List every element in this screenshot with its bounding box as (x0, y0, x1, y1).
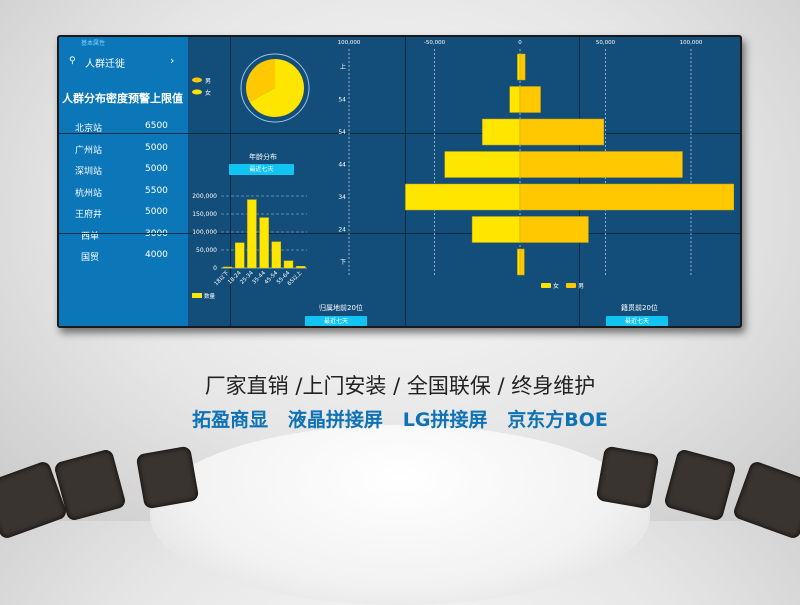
y-tick-label: 下 (340, 259, 346, 266)
female-bar (471, 216, 521, 243)
station-name: 西单 (81, 231, 100, 242)
age-range-button[interactable]: 最近七天 (229, 164, 294, 175)
nav-title: 人群迁徙 (85, 59, 125, 70)
age-bar (222, 266, 233, 269)
y-tick-label: 34 (338, 194, 346, 201)
y-tick-label: 24 (338, 227, 346, 234)
y-tick-label: 54 (338, 129, 346, 136)
female-bar (405, 183, 521, 211)
y-tick-label: 150,000 (192, 211, 217, 218)
male-bar (519, 53, 526, 81)
nav-crowd-migration[interactable]: ⚲ 人群迁徙 › (67, 54, 182, 70)
age-bar (283, 260, 294, 269)
station-row: 深圳站 5000 (59, 164, 188, 178)
slogan-line-2: 拓盈商显 液晶拼接屏 LG拼接屏 京东方BOE (192, 409, 608, 431)
station-threshold: 5000 (145, 207, 168, 217)
male-bar (519, 151, 683, 178)
bottom-left-button[interactable]: 最近七天 (305, 316, 367, 326)
station-threshold: 4000 (145, 250, 168, 260)
age-chart-title: 年龄分布 (249, 153, 277, 161)
male-bar (519, 183, 734, 211)
legend-label: 男 (578, 283, 584, 290)
y-tick-label: 100,000 (192, 229, 217, 236)
legend-swatch (192, 89, 202, 95)
legend-label: 女 (553, 282, 559, 290)
y-tick-label: 50,000 (196, 247, 217, 254)
x-tick-label: 100,000 (680, 40, 703, 46)
male-bar (519, 216, 589, 243)
legend-swatch (192, 293, 202, 298)
pie-slice (246, 59, 275, 102)
y-tick-label: 44 (338, 162, 346, 169)
age-bar (296, 266, 306, 269)
male-bar (519, 248, 525, 276)
legend-label: 男 (205, 78, 211, 85)
station-threshold: 5000 (145, 164, 168, 174)
legend-label: 女 (205, 89, 211, 97)
station-name: 深圳站 (75, 167, 103, 177)
male-bar (519, 118, 605, 146)
x-tick-label: 100,000 (338, 40, 361, 46)
male-bar (519, 86, 541, 113)
legend-swatch (541, 283, 551, 288)
bottom-right-title: 籍贯前20位 (621, 304, 658, 312)
x-tick-label: -50,000 (424, 40, 446, 46)
age-bar (259, 217, 269, 269)
video-wall-screen: 基本属性 ⚲ 人群迁徙 › 人群分布密度预警上限值 北京站 6500 广州站 5000… (57, 35, 742, 328)
station-name: 国贸 (81, 253, 100, 263)
slogan-line-1: 厂家直销 /上门安装 / 全国联保 / 终身维护 (204, 374, 596, 398)
female-bar (509, 86, 521, 113)
y-tick-label: 54 (338, 97, 346, 104)
age-bar (247, 199, 257, 269)
y-tick-label: 上 (340, 63, 346, 71)
panel-heading: 人群分布密度预警上限值 (62, 92, 183, 105)
y-tick-label: 0 (213, 265, 217, 272)
age-bar (234, 242, 245, 269)
station-row: 国贸 4000 (59, 250, 188, 264)
female-bar (482, 118, 521, 146)
station-name: 北京站 (75, 124, 103, 134)
y-tick-label: 200,000 (192, 193, 217, 200)
station-row: 北京站 6500 (59, 121, 188, 135)
charts-layer: 男女050,000100,000150,000200,00018以下18-242… (192, 40, 734, 300)
legend-swatch (566, 283, 576, 288)
female-bar (517, 53, 521, 81)
pie-slice (249, 59, 304, 118)
age-bar (271, 241, 281, 269)
left-panel: 基本属性 ⚲ 人群迁徙 › 人群分布密度预警上限值 北京站 6500 广州站 5000… (59, 37, 188, 326)
location-pin-icon: ⚲ (69, 56, 76, 66)
female-bar (517, 248, 521, 276)
station-row: 王府井 5000 (59, 207, 188, 221)
x-tick-label: 0 (518, 40, 522, 46)
chevron-right-icon: › (170, 54, 175, 67)
x-tick-label: 50,000 (596, 40, 616, 46)
station-threshold: 6500 (145, 121, 168, 131)
station-name: 杭州站 (75, 188, 103, 199)
bottom-left-title: 归属地前20位 (319, 304, 363, 312)
station-threshold: 5000 (145, 142, 168, 153)
station-row: 广州站 5000 (59, 143, 188, 157)
section-label: 基本属性 (81, 40, 106, 47)
female-bar (444, 151, 521, 178)
bottom-right-button[interactable]: 最近七天 (606, 316, 668, 326)
station-row: 杭州站 5500 (59, 186, 188, 200)
legend-label: 数量 (204, 292, 216, 300)
legend-swatch (192, 77, 202, 83)
pie-ring (240, 53, 310, 123)
station-name: 王府井 (75, 210, 103, 220)
station-threshold: 5500 (145, 185, 168, 196)
station-name: 广州站 (75, 145, 103, 156)
